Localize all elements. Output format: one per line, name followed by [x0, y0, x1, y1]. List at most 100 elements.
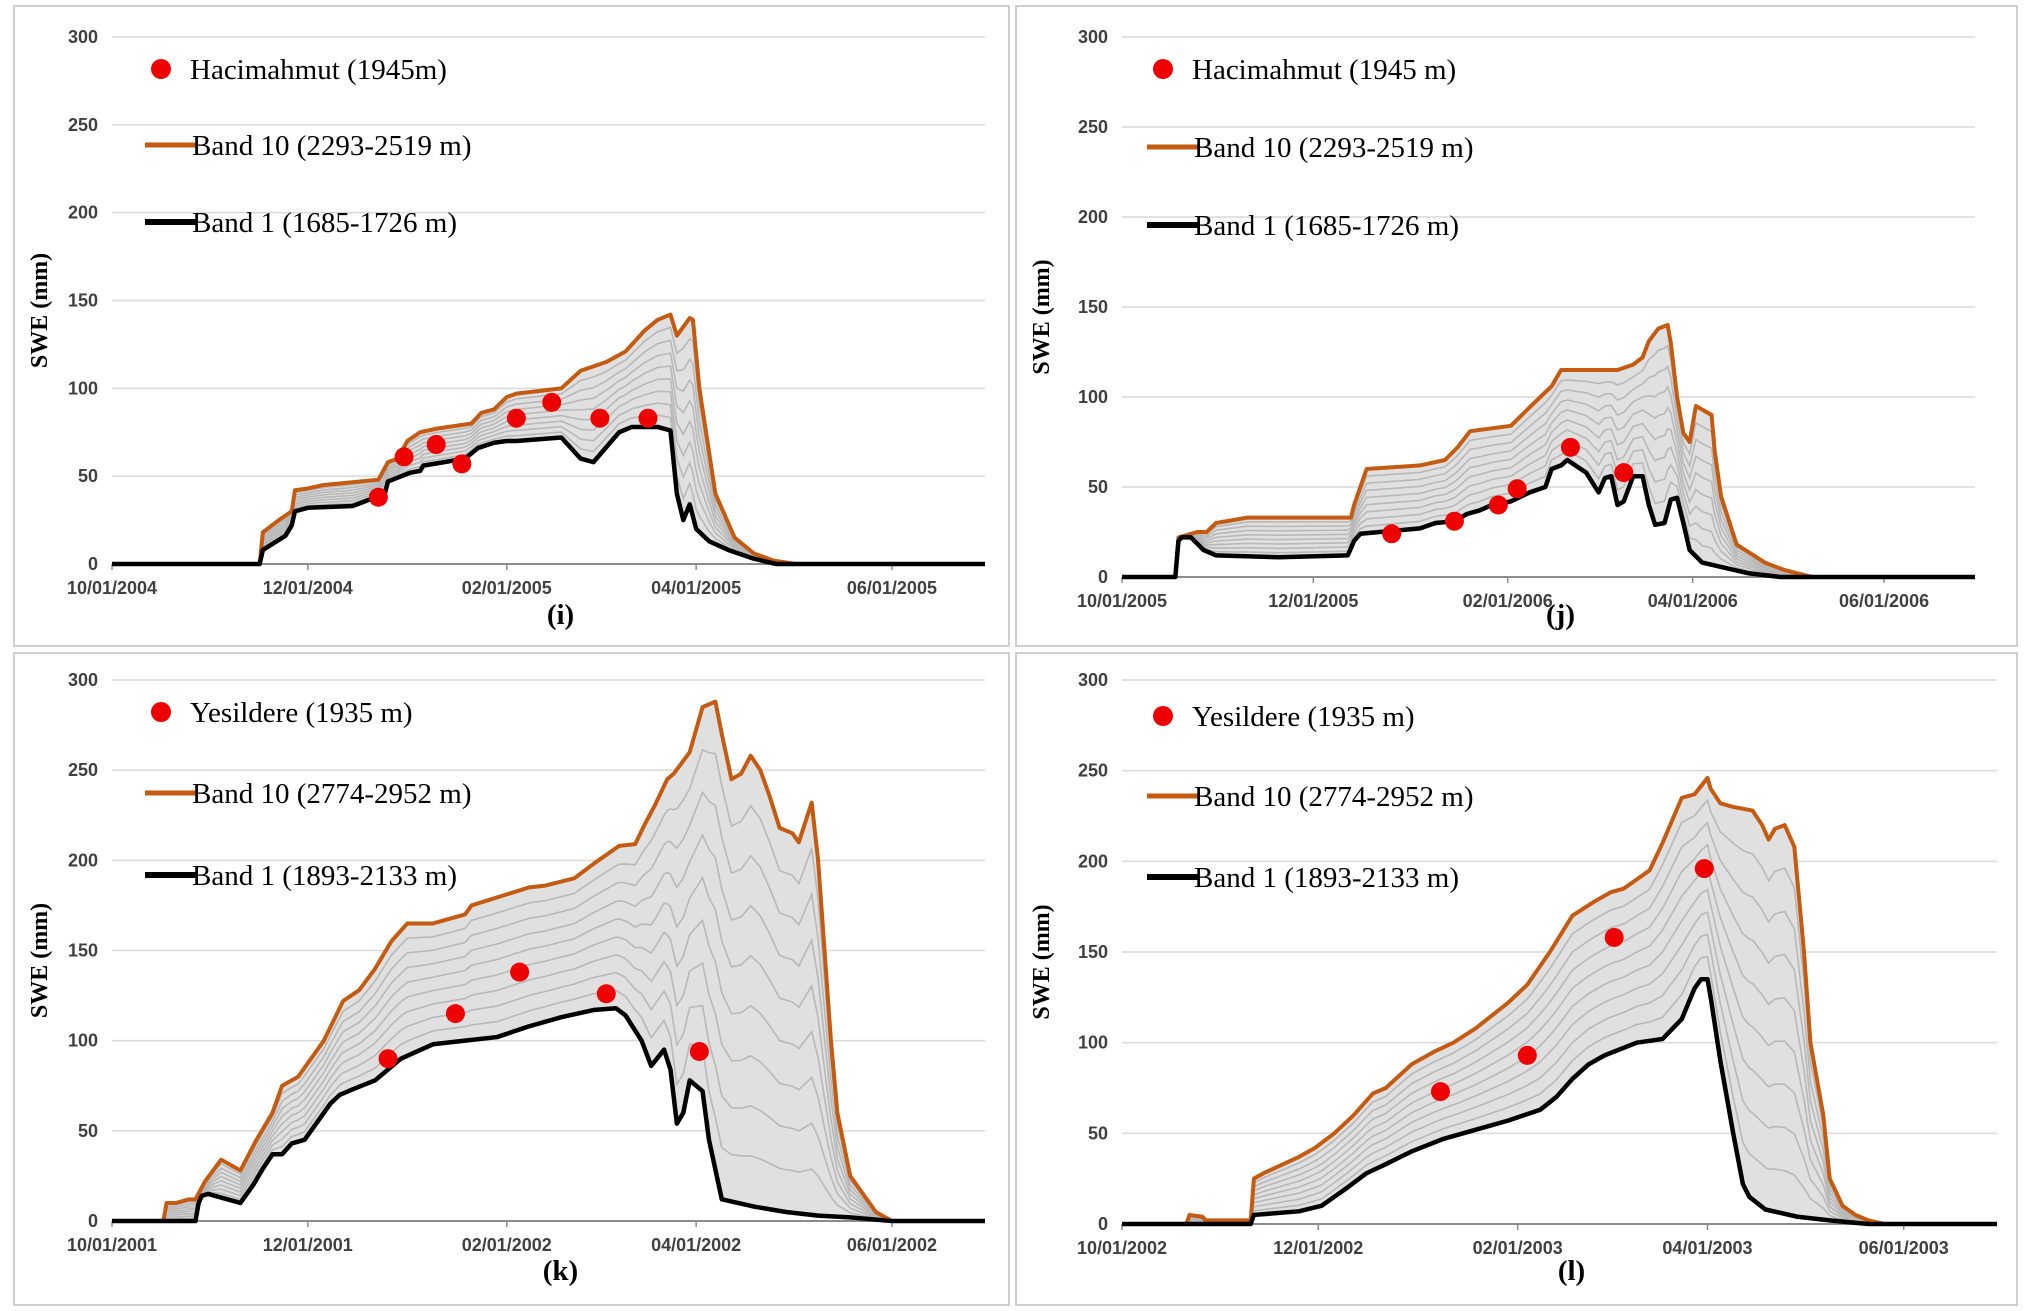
legend-band1-label: Band 1 (1685-1726 m)	[1194, 210, 1459, 242]
band1-line	[112, 1005, 985, 1224]
y-tick-label: 300	[1078, 670, 1108, 690]
legend-band1-label: Band 1 (1893-2133 m)	[192, 860, 457, 892]
x-tick-label: 04/01/2006	[1648, 591, 1738, 611]
observed-point	[638, 408, 658, 428]
y-tick-label: 150	[1078, 942, 1108, 962]
y-tick-label: 250	[68, 760, 98, 780]
y-tick-label: 0	[88, 1211, 98, 1231]
x-tick-label: 10/01/2004	[67, 578, 157, 598]
y-axis-label: SWE (mm)	[1029, 904, 1055, 1019]
y-tick-label: 300	[68, 670, 98, 690]
observed-point	[394, 447, 414, 467]
observed-point	[1382, 524, 1402, 544]
x-tick-label: 12/01/2001	[263, 1235, 353, 1255]
panel-label: (i)	[547, 599, 574, 631]
y-tick-label: 100	[68, 378, 98, 398]
y-tick-label: 0	[88, 554, 98, 574]
band-envelope-area	[1122, 325, 1975, 577]
band10-line	[1122, 775, 1997, 1226]
y-tick-label: 200	[1078, 851, 1108, 871]
x-tick-label: 06/01/2003	[1859, 1238, 1949, 1258]
x-tick-label: 12/01/2005	[1268, 591, 1358, 611]
legend-observed-label: Hacimahmut (1945m)	[190, 54, 447, 86]
x-tick-label: 02/01/2002	[462, 1235, 552, 1255]
intermediate-band-line	[112, 875, 985, 1222]
y-tick-label: 100	[1078, 387, 1108, 407]
chart-panel-l: 0 50 100 150 200 250 300 SWE (mm) 10/01/2002 12/0…	[1015, 652, 2018, 1306]
y-tick-label: 100	[68, 1031, 98, 1051]
intermediate-band-line	[1122, 933, 1997, 1225]
chart-panel-j: 0 50 100 150 200 250 300 SWE (mm) 10/01/2005 12/0…	[1015, 5, 2018, 647]
y-tick-label: 250	[1078, 761, 1108, 781]
legend-observed-marker	[1153, 706, 1173, 726]
x-tick-label: 10/01/2005	[1077, 591, 1167, 611]
band1-line	[1122, 976, 1997, 1227]
intermediate-band-line	[112, 352, 985, 565]
band-envelope-area	[112, 701, 985, 1221]
legend-band1-label: Band 1 (1893-2133 m)	[1194, 862, 1459, 894]
band10-line	[112, 699, 985, 1223]
intermediate-band-line	[1122, 866, 1997, 1225]
observed-point	[1430, 1082, 1450, 1102]
y-axis-label: SWE (mm)	[27, 253, 53, 368]
legend-band1-label: Band 1 (1685-1726 m)	[192, 207, 457, 239]
y-tick-label: 0	[1098, 1214, 1108, 1234]
y-tick-label: 50	[78, 1121, 98, 1141]
band10-line	[112, 312, 985, 566]
observed-point	[378, 1049, 398, 1069]
observed-point	[1507, 479, 1527, 499]
y-tick-label: 300	[68, 27, 98, 47]
observed-point	[689, 1041, 709, 1061]
intermediate-band-line	[1122, 888, 1997, 1225]
y-tick-label: 50	[78, 466, 98, 486]
observed-point	[1444, 511, 1464, 531]
chart-panel-i: 0 50 100 150 200 250 300 SWE (mm) 10/01/2004 12/0…	[13, 5, 1010, 647]
observed-point	[1488, 495, 1508, 515]
y-tick-label: 200	[68, 850, 98, 870]
x-tick-label: 06/01/2002	[847, 1235, 937, 1255]
observed-point	[452, 454, 472, 474]
band1-line	[112, 424, 985, 567]
y-tick-label: 50	[1088, 477, 1108, 497]
legend-observed-marker	[151, 59, 171, 79]
x-tick-label: 04/01/2002	[651, 1235, 741, 1255]
y-tick-label: 250	[1078, 117, 1108, 137]
y-axis-label: SWE (mm)	[1029, 259, 1055, 374]
legend-band10-label: Band 10 (2774-2952 m)	[192, 778, 472, 810]
chart-panel-k: 0 50 100 150 200 250 300 SWE (mm) 10/01/2001 12/0…	[13, 652, 1010, 1306]
observed-point	[368, 487, 388, 507]
x-tick-label: 02/01/2006	[1463, 591, 1553, 611]
intermediate-band-line	[112, 790, 985, 1222]
band10-line	[1122, 323, 1975, 579]
intermediate-band-line	[112, 833, 985, 1222]
y-tick-label: 200	[68, 203, 98, 223]
x-tick-label: 06/01/2006	[1839, 591, 1929, 611]
observed-point	[1694, 859, 1714, 879]
legend-observed-label: Hacimahmut (1945 m)	[1192, 54, 1456, 86]
band1-line	[1122, 457, 1975, 580]
x-tick-label: 10/01/2001	[67, 1235, 157, 1255]
y-axis-label: SWE (mm)	[27, 903, 53, 1018]
observed-point	[596, 984, 616, 1004]
intermediate-band-line	[112, 748, 985, 1222]
x-tick-label: 02/01/2003	[1473, 1238, 1563, 1258]
legend-observed-label: Yesildere (1935 m)	[1192, 701, 1415, 733]
y-tick-label: 50	[1088, 1123, 1108, 1143]
legend-observed-label: Yesildere (1935 m)	[190, 697, 413, 729]
observed-point	[1604, 927, 1624, 947]
observed-point	[542, 392, 562, 412]
intermediate-band-line	[112, 326, 985, 565]
x-tick-label: 02/01/2005	[462, 578, 552, 598]
panel-label: (j)	[1546, 599, 1575, 631]
intermediate-band-line	[112, 918, 985, 1222]
legend-band10-label: Band 10 (2774-2952 m)	[1194, 781, 1474, 813]
x-tick-label: 10/01/2002	[1077, 1238, 1167, 1258]
observed-point	[426, 435, 446, 455]
panel-label: (l)	[1558, 1255, 1585, 1287]
band-envelope-area	[1122, 777, 1997, 1224]
observed-point	[1517, 1045, 1537, 1065]
x-tick-label: 06/01/2005	[847, 578, 937, 598]
legend-observed-marker	[151, 702, 171, 722]
legend-band10-label: Band 10 (2293-2519 m)	[192, 130, 472, 162]
x-tick-label: 04/01/2005	[651, 578, 741, 598]
